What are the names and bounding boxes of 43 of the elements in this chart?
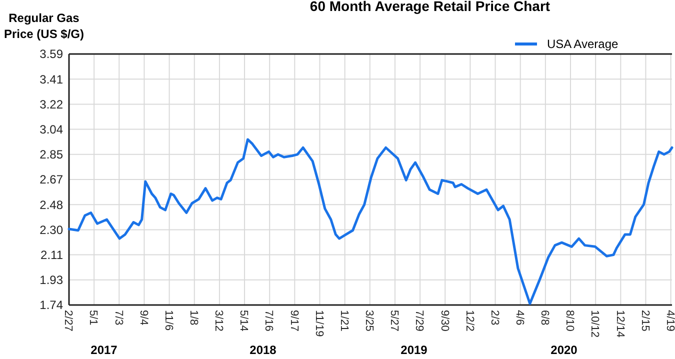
x-tick-label: 9/30 <box>438 310 450 332</box>
x-tick-label: 1/8 <box>188 310 200 326</box>
y-tick-label: 3.22 <box>40 97 64 112</box>
text: 2019 <box>400 343 428 357</box>
text: 2018 <box>250 343 277 357</box>
x-tick-label: 7/16 <box>262 310 275 332</box>
y-tick-label: 1.74 <box>40 298 64 312</box>
x-tick-label: 9/4 <box>137 310 150 326</box>
x-tick-label: 2/15 <box>638 310 651 332</box>
y-tick-label: 3.04 <box>40 122 64 136</box>
x-tick-label: 12/14 <box>614 310 626 338</box>
text: 2017 <box>90 343 118 357</box>
x-tick-label: 12/2 <box>463 310 476 332</box>
text: 2020 <box>550 343 578 357</box>
x-tick-label: 2/27 <box>62 310 74 332</box>
y-tick-label: 1.93 <box>40 273 64 288</box>
chart-title: 60 Month Average Retail Price Chart <box>310 0 550 14</box>
x-tick-label: 11/19 <box>312 310 325 337</box>
x-tick-label: 4/6 <box>514 310 526 326</box>
y-tick-label: 2.67 <box>40 172 64 187</box>
x-tick-label: 5/27 <box>388 310 400 332</box>
x-tick-label: 5/14 <box>238 310 250 332</box>
x-tick-label: 10/12 <box>588 310 601 338</box>
x-tick-label: 3/12 <box>212 310 225 332</box>
legend-label: USA Average <box>547 37 618 52</box>
x-tick-label: 8/10 <box>564 310 576 332</box>
y-tick-label: 3.41 <box>40 72 64 86</box>
x-tick-label: 11/6 <box>162 310 174 331</box>
x-tick-label: 9/17 <box>288 310 300 332</box>
y-tick-label: 3.59 <box>40 47 64 62</box>
x-tick-label: 2/3 <box>488 310 500 326</box>
y-tick-label: 2.30 <box>40 222 64 237</box>
x-tick-label: 4/19 <box>664 310 675 332</box>
y-tick-label: 2.11 <box>40 248 64 262</box>
x-tick-label: 5/1 <box>87 310 100 326</box>
y-tick-label: 2.48 <box>40 198 64 212</box>
y-tick-label: 2.85 <box>40 148 64 162</box>
x-tick-label: 1/21 <box>338 310 350 332</box>
x-tick-label: 7/29 <box>413 310 426 332</box>
x-tick-label: 6/8 <box>538 310 551 326</box>
x-tick-label: 7/3 <box>112 310 124 326</box>
x-tick-label: 3/25 <box>363 310 376 332</box>
y-axis-title: Regular Gas Price (US $/G) <box>4 11 84 41</box>
